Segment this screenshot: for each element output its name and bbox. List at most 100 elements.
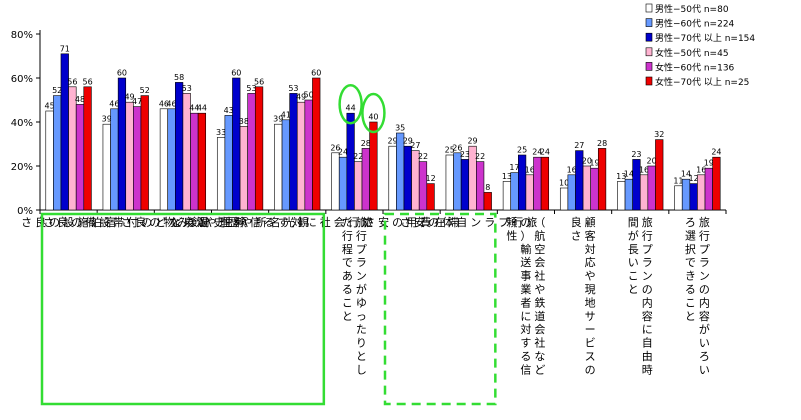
category-label-char: 旅 bbox=[526, 215, 537, 229]
category-label-char: い bbox=[628, 256, 639, 269]
category-label-char: 良 bbox=[35, 215, 46, 229]
category-label-char: が bbox=[356, 282, 367, 296]
category-label-char: 性 bbox=[506, 228, 517, 242]
category-label-char: と bbox=[628, 283, 639, 296]
bar bbox=[274, 123, 283, 211]
category-label-char: 信 bbox=[520, 363, 531, 376]
category-label-char: 輸 bbox=[520, 242, 531, 256]
highlight-box bbox=[40, 212, 326, 406]
category-label-char: 社 bbox=[320, 215, 331, 229]
category-label-char: 旅 bbox=[362, 215, 373, 229]
highlight-box bbox=[383, 212, 497, 406]
data-label: 43 bbox=[224, 106, 234, 115]
bar bbox=[167, 108, 176, 211]
category-label-char: 備 bbox=[85, 216, 96, 229]
category-label-char: ラ bbox=[642, 256, 653, 269]
category-label-char: の bbox=[392, 216, 403, 229]
category-label-char: と bbox=[685, 310, 696, 323]
category-label-char: 会 bbox=[534, 256, 545, 269]
bar bbox=[140, 95, 149, 211]
category-label-char: 旅 bbox=[699, 215, 710, 229]
data-label: 52 bbox=[52, 86, 62, 95]
category-label-char: プ bbox=[356, 243, 367, 256]
category-label-char: 温 bbox=[197, 216, 208, 229]
category-label-char: 信 bbox=[250, 216, 261, 229]
category-label-char: 泉 bbox=[183, 215, 194, 229]
bar bbox=[476, 161, 485, 211]
data-label: 12 bbox=[689, 174, 699, 183]
category-label-char: と bbox=[342, 310, 353, 323]
bar bbox=[540, 156, 550, 211]
bar bbox=[418, 161, 428, 211]
data-label: 60 bbox=[311, 69, 321, 78]
data-label: 27 bbox=[574, 141, 584, 150]
bar bbox=[338, 156, 348, 211]
data-label: 23 bbox=[631, 150, 641, 159]
bar bbox=[312, 77, 321, 211]
bar bbox=[403, 145, 412, 211]
y-tick-label: 20% bbox=[11, 162, 33, 173]
category-label-char: 設 bbox=[99, 215, 110, 229]
legend-swatch bbox=[645, 62, 653, 71]
bar bbox=[133, 106, 142, 211]
category-label-char: 行 bbox=[356, 229, 367, 242]
category-label-char: に bbox=[520, 310, 531, 323]
category-label-char: 行 bbox=[699, 229, 710, 242]
bar bbox=[175, 82, 184, 211]
data-label: 38 bbox=[239, 117, 249, 126]
highlight-circle bbox=[361, 92, 386, 134]
category-label-char: 自 bbox=[642, 337, 653, 350]
legend-swatch bbox=[645, 47, 653, 57]
category-label-char: ど bbox=[155, 216, 166, 229]
bar bbox=[567, 174, 576, 211]
data-label: 17 bbox=[509, 163, 519, 172]
category-label-char: 宿 bbox=[105, 215, 116, 229]
category-label-char: ろ bbox=[685, 216, 696, 229]
category-label-char: 行 bbox=[512, 216, 523, 229]
bar bbox=[224, 115, 233, 211]
category-label-char: 由 bbox=[642, 349, 653, 363]
bar bbox=[110, 108, 119, 211]
category-label-char: 理 bbox=[219, 216, 230, 229]
category-label-char: 行 bbox=[342, 229, 353, 242]
category-label-char: し bbox=[356, 363, 367, 376]
category-label-char: に bbox=[642, 323, 653, 336]
category-label-char: さ bbox=[43, 216, 54, 229]
data-label: 29 bbox=[387, 137, 397, 146]
category-label-char: の bbox=[699, 283, 710, 296]
category-label-char: 程 bbox=[342, 243, 353, 256]
data-label: 52 bbox=[140, 86, 150, 95]
category-label-char: の bbox=[585, 363, 596, 376]
bar bbox=[689, 183, 698, 211]
category-label-char: プ bbox=[699, 243, 710, 256]
category-label-char: 行 bbox=[348, 216, 359, 229]
bar bbox=[159, 108, 169, 211]
category-label-char: 旅 bbox=[642, 215, 653, 229]
category-label-char: さ bbox=[364, 216, 375, 229]
bar bbox=[426, 183, 435, 211]
data-label: 44 bbox=[189, 104, 199, 113]
data-label: 19 bbox=[704, 159, 714, 168]
bar bbox=[525, 174, 534, 211]
category-label-char: 在 bbox=[434, 216, 445, 229]
category-label-char: 客 bbox=[585, 228, 596, 242]
bar bbox=[617, 181, 626, 211]
bar bbox=[655, 139, 664, 211]
category-label-char: の bbox=[428, 216, 439, 229]
data-label: 56 bbox=[67, 77, 77, 86]
category-label-char: と bbox=[356, 350, 367, 363]
category-label-char: た bbox=[342, 216, 353, 229]
category-label-char: プ bbox=[498, 216, 509, 229]
data-label: 60 bbox=[117, 69, 127, 78]
data-label: 53 bbox=[182, 84, 192, 93]
category-label-char: 良 bbox=[135, 215, 146, 229]
legend-label: 女性−70代 以上 n=25 bbox=[655, 76, 749, 88]
category-label-char: 自 bbox=[456, 216, 467, 229]
bar bbox=[331, 152, 340, 211]
category-label-char: の bbox=[71, 216, 82, 229]
legend-swatch bbox=[645, 76, 653, 86]
category-label-char: 対 bbox=[520, 322, 531, 336]
category-label-char: が bbox=[699, 322, 710, 336]
category-label-char: 旅 bbox=[356, 215, 367, 229]
